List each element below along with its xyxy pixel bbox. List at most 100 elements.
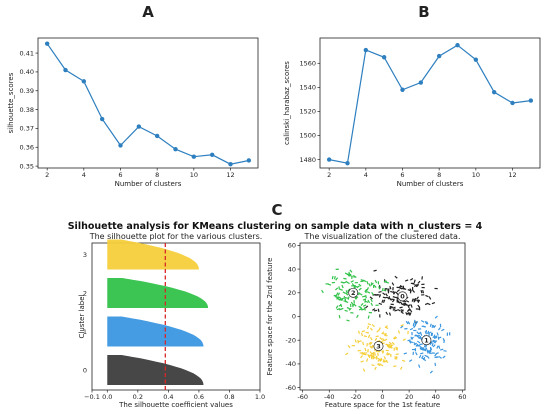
data-point	[392, 308, 396, 311]
data-point	[374, 337, 378, 342]
data-point	[390, 353, 392, 358]
data-point	[369, 296, 373, 300]
data-point	[446, 332, 449, 336]
data-point	[432, 344, 436, 348]
data-point	[364, 300, 369, 303]
data-point	[358, 283, 362, 287]
data-point	[391, 341, 395, 345]
data-point	[389, 285, 392, 290]
data-point	[404, 328, 408, 330]
data-point	[401, 359, 406, 362]
data-point	[369, 327, 373, 331]
data-point	[473, 57, 479, 62]
y-axis-label: Cluster label	[78, 294, 86, 338]
x-axis-label: Feature space for the 1st feature	[325, 401, 440, 409]
data-point	[362, 341, 365, 346]
data-point	[420, 289, 423, 294]
data-point	[365, 331, 369, 334]
data-point	[419, 343, 423, 346]
data-point	[382, 296, 387, 299]
x-tick-label: 6	[118, 171, 122, 179]
data-point	[390, 303, 394, 306]
data-point	[343, 300, 347, 303]
data-point	[354, 281, 358, 284]
data-point	[345, 160, 350, 166]
data-point	[379, 314, 381, 318]
x-tick-label: 0.2	[133, 393, 143, 401]
data-point	[431, 342, 434, 347]
data-point	[358, 340, 362, 343]
data-point	[449, 332, 451, 336]
data-point	[362, 304, 367, 307]
y-tick-label: 0.35	[20, 162, 34, 170]
silhouette-band-0	[107, 355, 204, 385]
data-point	[426, 321, 429, 325]
data-point	[393, 291, 395, 295]
data-point	[405, 300, 410, 303]
data-point	[415, 283, 419, 288]
data-point	[400, 324, 404, 327]
data-point	[411, 282, 416, 285]
data-point	[364, 299, 367, 303]
x-tick-label: 0.6	[194, 393, 204, 401]
data-point	[412, 323, 415, 327]
data-point	[442, 355, 446, 359]
data-point	[437, 327, 441, 331]
plot-frame	[37, 37, 259, 169]
data-point	[413, 342, 418, 346]
data-point	[348, 273, 352, 277]
data-point	[385, 293, 389, 297]
cluster-center-label: 1	[424, 337, 429, 345]
y-tick-label: 0.37	[20, 125, 34, 133]
data-point	[362, 298, 367, 301]
data-point	[383, 356, 387, 360]
data-point	[358, 287, 362, 291]
data-point	[362, 368, 366, 372]
data-point	[360, 332, 363, 337]
data-point	[373, 284, 377, 288]
data-point	[354, 296, 359, 299]
data-point	[344, 296, 349, 299]
x-tick-label: 4	[82, 171, 86, 179]
data-point	[366, 291, 371, 294]
data-point	[154, 133, 160, 139]
cluster-center-label: 2	[351, 289, 356, 297]
data-point	[431, 352, 435, 354]
y-tick-label: 1520	[299, 108, 316, 116]
data-point	[491, 89, 497, 95]
data-point	[335, 292, 339, 296]
data-point	[367, 323, 372, 326]
data-point	[421, 283, 425, 286]
data-point	[432, 339, 436, 342]
data-point	[435, 352, 439, 355]
data-point	[431, 332, 434, 337]
chart-c-cluster-scatter: The visualization of the clustered data.…	[266, 232, 466, 409]
data-point	[374, 352, 376, 356]
data-point	[325, 283, 329, 285]
data-point	[370, 355, 373, 360]
data-point	[345, 352, 349, 356]
data-point	[345, 292, 349, 296]
data-point	[391, 282, 395, 286]
data-point	[350, 312, 354, 314]
data-point	[411, 331, 413, 336]
data-point	[434, 362, 437, 367]
data-point	[510, 100, 515, 106]
data-point	[371, 292, 375, 296]
data-point	[393, 336, 398, 340]
data-point	[370, 298, 373, 302]
data-point	[377, 281, 380, 285]
data-point	[81, 79, 87, 84]
data-point	[361, 330, 366, 333]
y-axis-label: silhouette_scores	[7, 72, 15, 133]
data-point	[346, 281, 350, 285]
data-point	[360, 360, 364, 363]
x-tick-label: 2	[327, 171, 331, 179]
x-tick-label: -60	[297, 393, 308, 401]
x-tick-label: 0.4	[163, 393, 173, 401]
data-point	[366, 281, 369, 285]
data-point	[377, 358, 381, 362]
data-point	[371, 364, 375, 367]
data-point	[437, 336, 440, 340]
data-point	[411, 348, 416, 351]
